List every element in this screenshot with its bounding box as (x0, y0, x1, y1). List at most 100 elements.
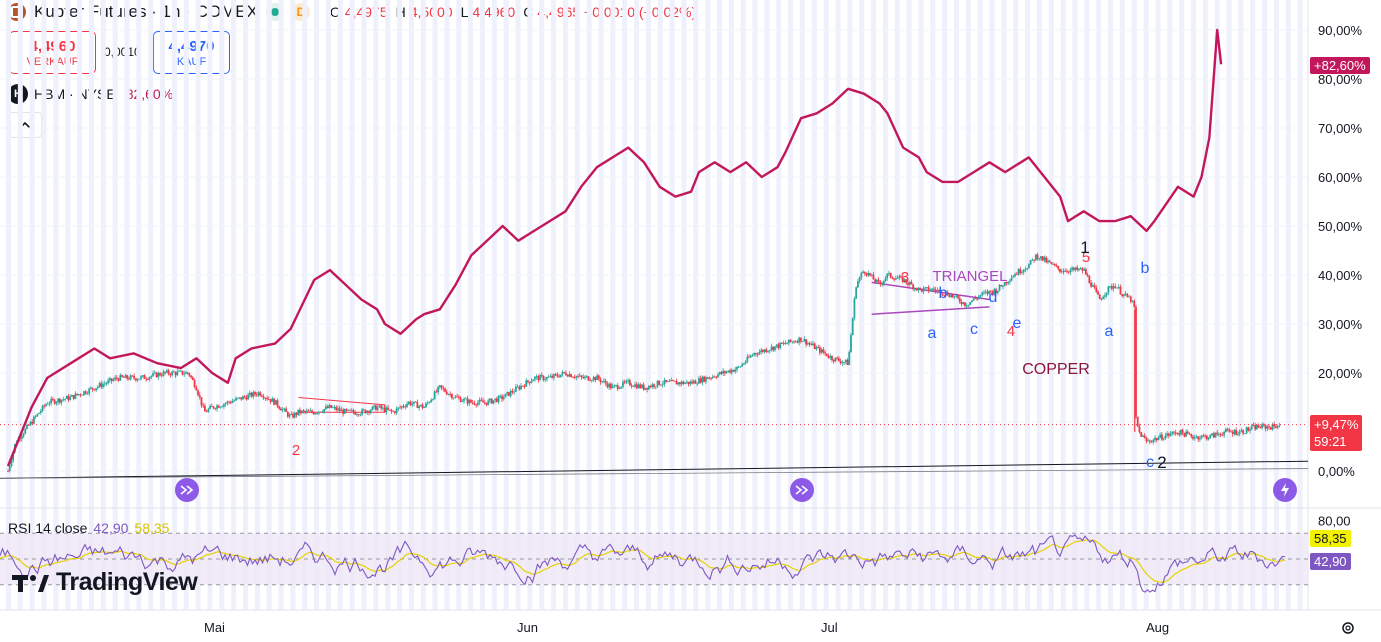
copper-candle-body (229, 402, 232, 404)
chart-grid (0, 0, 1381, 611)
copper-candle-body (673, 380, 676, 382)
copper-candle-body (552, 374, 555, 378)
copper-candle-body (1185, 431, 1187, 437)
event-marker-2[interactable] (790, 478, 814, 502)
copper-candle-body (995, 289, 997, 294)
copper-candle-body (1254, 425, 1257, 430)
ohlc-low-label: L (460, 4, 469, 20)
copper-candle-body (1024, 269, 1027, 271)
rsi-tick-label: 80,00 (1318, 513, 1351, 528)
copper-candle-body (152, 373, 155, 376)
session-stripe (645, 0, 651, 610)
session-stripe (124, 0, 130, 610)
copper-candle-body (685, 381, 688, 383)
copper-candle-body (440, 385, 443, 388)
copper-candle-body (95, 388, 97, 391)
copper-candle-body (430, 399, 433, 403)
copper-candle-body (1152, 439, 1155, 443)
copper-candle-body (984, 291, 987, 293)
copper-candle-body (1026, 268, 1029, 270)
tradingview-logo[interactable]: TradingView (12, 568, 198, 597)
copper-candle-body (269, 399, 272, 402)
copper-candle-body (1008, 280, 1011, 282)
copper-candle-body (862, 271, 864, 274)
session-stripe (1179, 0, 1185, 610)
copper-candle-body (1247, 427, 1250, 431)
copper-candle-body (426, 402, 429, 404)
copper-candle-body (29, 421, 32, 426)
buy-button[interactable]: 4,4970 KAUF (153, 31, 230, 74)
wave-label: 5 (1082, 249, 1090, 266)
copper-candle-body (245, 397, 248, 400)
copper-candle-body (919, 287, 921, 289)
copper-candle-body (946, 292, 949, 296)
copper-candle-body (1257, 425, 1260, 428)
copper-candle-body (1209, 434, 1212, 438)
copper-candle-body (533, 376, 536, 380)
copper-candle-body (155, 372, 158, 378)
copper-candle-body (307, 410, 310, 412)
copper-candle-body (390, 409, 393, 412)
copper-candle-body (286, 411, 289, 417)
session-stripe (551, 0, 557, 610)
session-stripe (65, 0, 71, 610)
copper-candle-body (991, 291, 994, 294)
event-marker-3[interactable] (1273, 478, 1297, 502)
session-stripe (717, 0, 722, 610)
copper-candle-body (1224, 429, 1227, 432)
session-stripe (337, 0, 343, 610)
copper-candle-body (404, 406, 407, 408)
session-stripe (1108, 0, 1114, 610)
event-marker-1[interactable] (175, 478, 199, 502)
copper-candle-body (927, 287, 930, 291)
copper-candle-body (720, 372, 723, 374)
copper-candle-body (1060, 271, 1063, 273)
copper-candle-body (1242, 430, 1244, 434)
rsi-legend[interactable]: RSI 14 close 42,90 58,35 (8, 520, 169, 536)
copper-candle-body (516, 386, 519, 388)
copper-candle-body (1112, 286, 1115, 289)
skip-forward-icon (180, 485, 194, 495)
copper-candle-body (737, 366, 740, 368)
copper-candle-body (281, 409, 284, 411)
wave-label: COPPER (1022, 361, 1090, 378)
copper-candle-body (138, 378, 141, 380)
copper-candle-body (266, 397, 269, 400)
copper-candle-body (67, 396, 70, 401)
copper-candle-body (858, 277, 861, 282)
session-stripe (954, 0, 959, 610)
copper-candle-body (644, 387, 647, 390)
copper-candle-body (8, 466, 11, 472)
copper-candle-body (228, 401, 231, 403)
copper-candle-body (200, 396, 203, 406)
chart-settings-button[interactable] (1338, 618, 1358, 638)
copper-candle-body (827, 356, 830, 358)
copper-candle-body (243, 396, 246, 398)
session-stripe (1001, 0, 1007, 610)
copper-candle-body (57, 398, 59, 403)
copper-candle-body (1123, 294, 1125, 296)
copper-candle-body (677, 382, 680, 385)
hbm-series (6, 28, 1223, 467)
copper-candle-body (185, 372, 187, 374)
copper-candle-body (514, 386, 517, 392)
copper-candle-body (509, 390, 512, 396)
wave-label: c (970, 321, 978, 338)
copper-candle-body (1183, 433, 1186, 437)
copper-candle-body (860, 273, 863, 278)
copper-candle-body (799, 337, 802, 342)
session-stripe (1214, 0, 1220, 610)
copper-candle-body (527, 380, 529, 382)
copper-candle-body (639, 384, 642, 388)
copper-candle-body (815, 347, 818, 350)
copper-candle-body (380, 405, 383, 409)
session-stripe (1155, 0, 1161, 610)
collapse-legend-button[interactable] (8, 112, 42, 138)
session-stripe (420, 0, 426, 610)
copper-candle-body (1038, 258, 1041, 260)
copper-candle-body (302, 410, 305, 412)
copper-candle-body (915, 287, 918, 291)
copper-candle-body (850, 334, 852, 353)
session-stripe (634, 0, 640, 610)
